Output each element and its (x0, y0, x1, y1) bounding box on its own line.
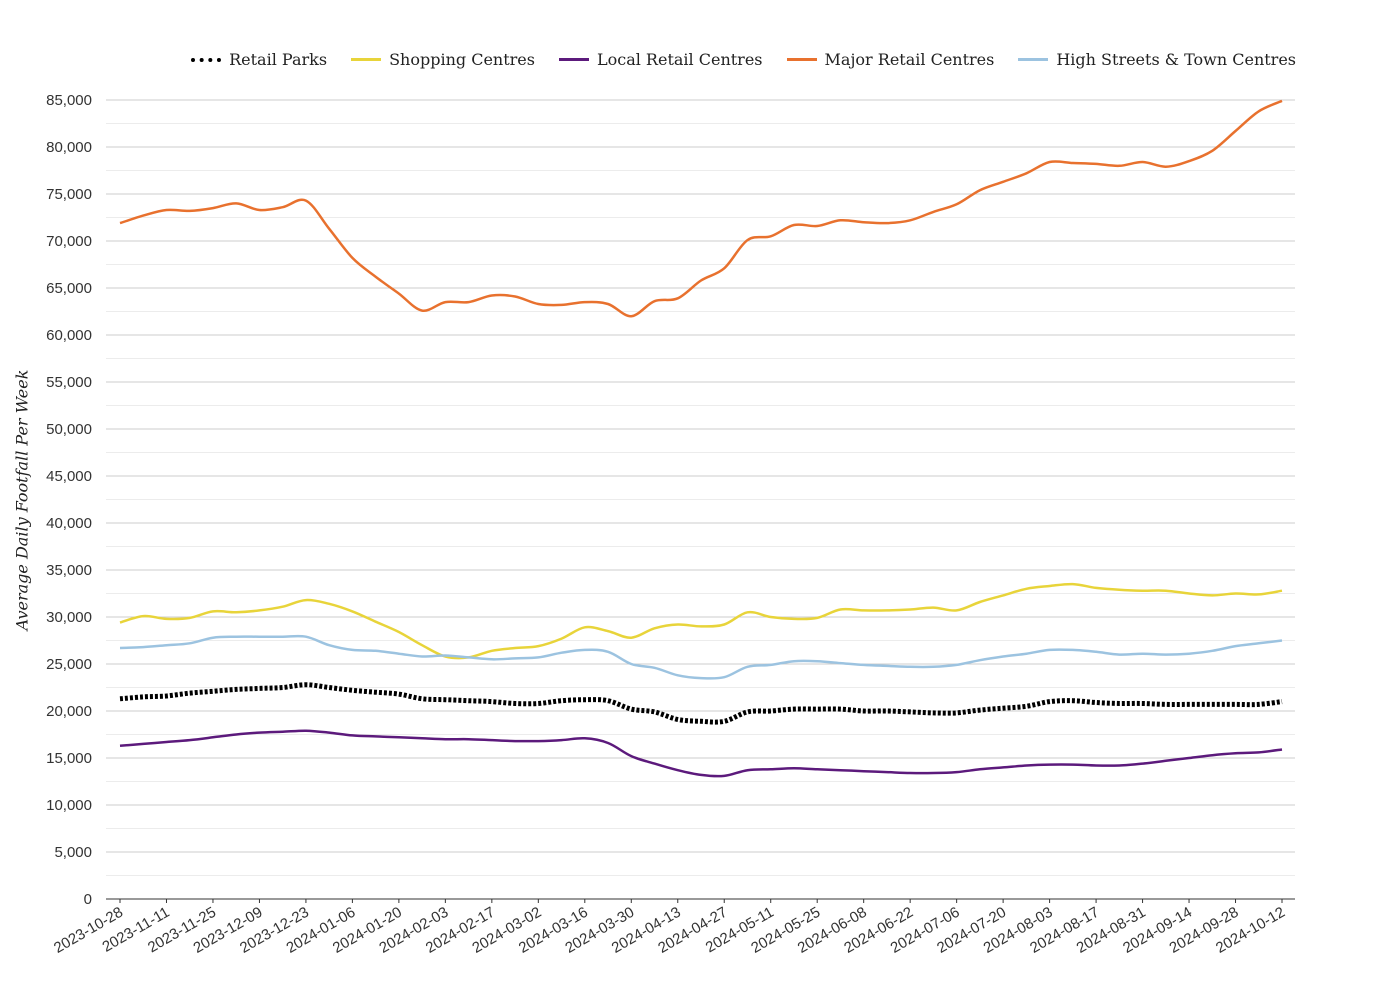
legend-item: Local Retail Centres (558, 50, 763, 69)
series-line-high-streets-town-centres (119, 634, 1283, 680)
series-line-retail-parks (119, 682, 1283, 725)
legend-label: Local Retail Centres (596, 50, 763, 69)
y-tick-label: 45,000 (46, 468, 92, 485)
legend-swatch (191, 57, 222, 62)
y-tick-label: 60,000 (46, 327, 92, 344)
y-tick-label: 85,000 (46, 92, 92, 109)
legend-item: High Streets & Town Centres (1018, 50, 1296, 69)
legend-label: Shopping Centres (389, 50, 535, 69)
y-tick-label: 30,000 (46, 609, 92, 626)
y-tick-label: 0 (84, 891, 92, 908)
y-tick-label: 80,000 (46, 139, 92, 156)
y-tick-label: 55,000 (46, 374, 92, 391)
series-line-local-retail-centres (119, 729, 1283, 778)
legend-item: Retail Parks (191, 50, 327, 69)
y-tick-label: 50,000 (46, 421, 92, 438)
legend-label: Retail Parks (229, 50, 328, 69)
series-line-major-retail-centres (119, 99, 1283, 318)
legend-swatch (558, 58, 589, 61)
y-tick-label: 10,000 (46, 797, 92, 814)
y-tick-label: 65,000 (46, 280, 92, 297)
y-tick-label: 35,000 (46, 562, 92, 579)
y-tick-label: 5,000 (54, 844, 92, 861)
legend-swatch (1018, 58, 1049, 61)
series-line-shopping-centres (119, 582, 1283, 660)
y-tick-label: 20,000 (46, 703, 92, 720)
legend-swatch (351, 58, 382, 61)
legend-label: Major Retail Centres (824, 50, 995, 69)
legend-label: High Streets & Town Centres (1056, 50, 1296, 69)
y-tick-label: 25,000 (46, 656, 92, 673)
y-tick-label: 75,000 (46, 186, 92, 203)
y-tick-label: 15,000 (46, 750, 92, 767)
y-tick-label: 70,000 (46, 233, 92, 250)
legend-item: Shopping Centres (351, 50, 535, 69)
legend-swatch (786, 58, 817, 61)
legend-item: Major Retail Centres (786, 50, 995, 69)
chart-legend: Retail Parks Shopping Centres Local Retail… (0, 50, 1296, 69)
y-tick-label: 40,000 (46, 515, 92, 532)
